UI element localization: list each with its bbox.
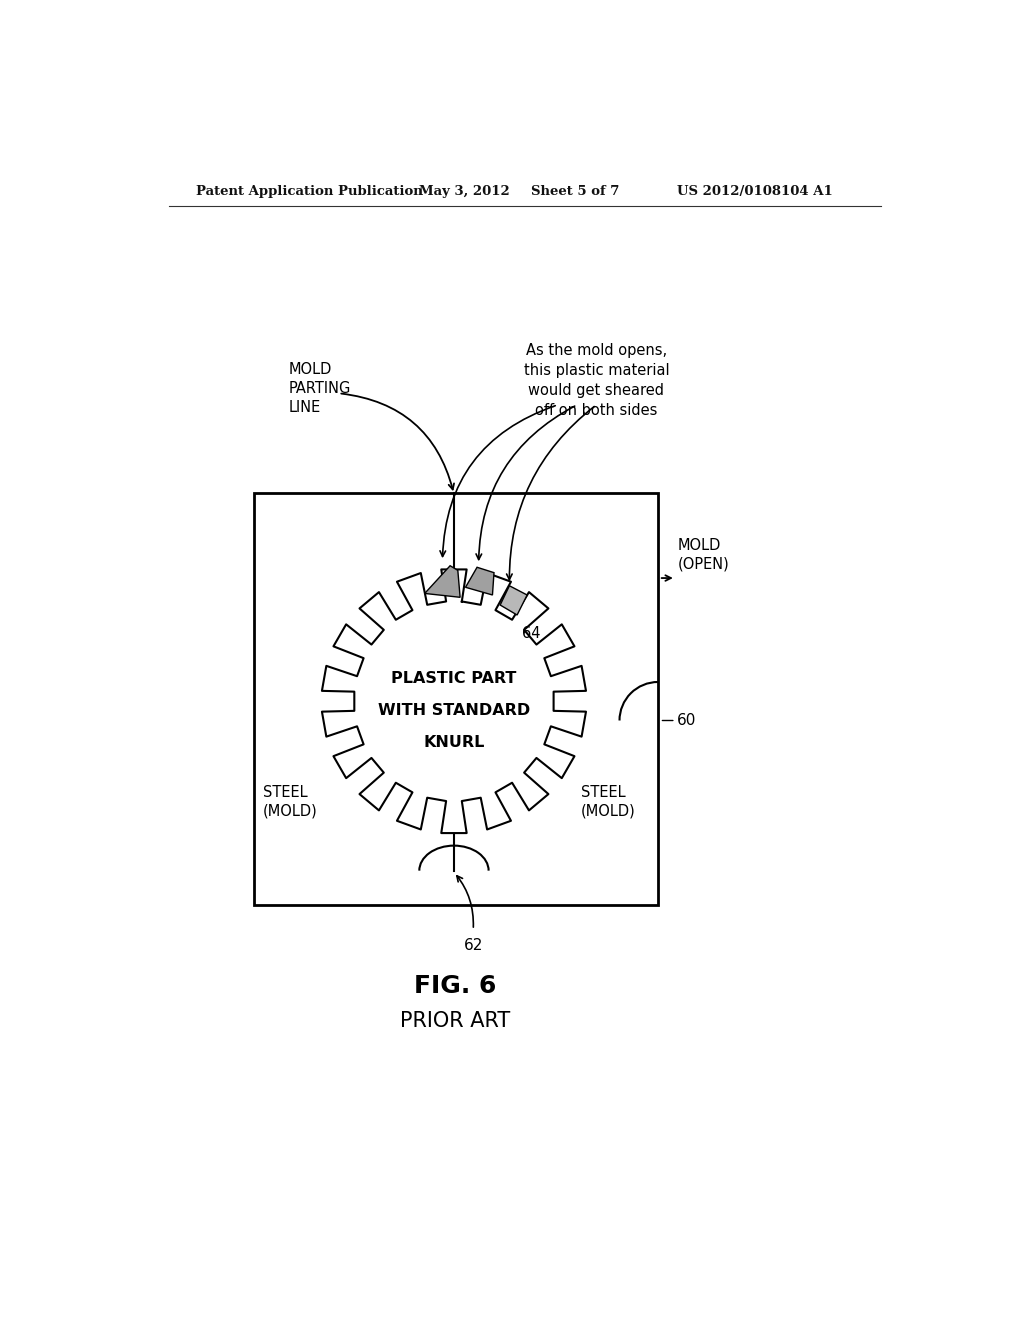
Text: MOLD
PARTING
LINE: MOLD PARTING LINE bbox=[289, 363, 351, 414]
Text: 62: 62 bbox=[464, 937, 483, 953]
Text: Sheet 5 of 7: Sheet 5 of 7 bbox=[531, 185, 620, 198]
Text: MOLD
(OPEN): MOLD (OPEN) bbox=[677, 539, 729, 572]
Text: PRIOR ART: PRIOR ART bbox=[400, 1011, 511, 1031]
Text: May 3, 2012: May 3, 2012 bbox=[419, 185, 510, 198]
Text: KNURL: KNURL bbox=[423, 735, 484, 750]
Text: PLASTIC PART: PLASTIC PART bbox=[391, 671, 517, 685]
Bar bbox=[254, 494, 658, 906]
Text: WITH STANDARD: WITH STANDARD bbox=[378, 704, 530, 718]
Text: STEEL
(MOLD): STEEL (MOLD) bbox=[263, 784, 317, 818]
Text: FIG. 6: FIG. 6 bbox=[415, 974, 497, 998]
Text: 60: 60 bbox=[677, 713, 696, 729]
Text: STEEL
(MOLD): STEEL (MOLD) bbox=[581, 784, 636, 818]
Text: 64: 64 bbox=[521, 626, 541, 642]
Polygon shape bbox=[466, 568, 494, 595]
Text: Patent Application Publication: Patent Application Publication bbox=[196, 185, 423, 198]
Polygon shape bbox=[500, 586, 527, 615]
Text: As the mold opens,
this plastic material
would get sheared
off on both sides: As the mold opens, this plastic material… bbox=[523, 343, 670, 417]
Text: US 2012/0108104 A1: US 2012/0108104 A1 bbox=[677, 185, 833, 198]
Polygon shape bbox=[425, 566, 460, 598]
